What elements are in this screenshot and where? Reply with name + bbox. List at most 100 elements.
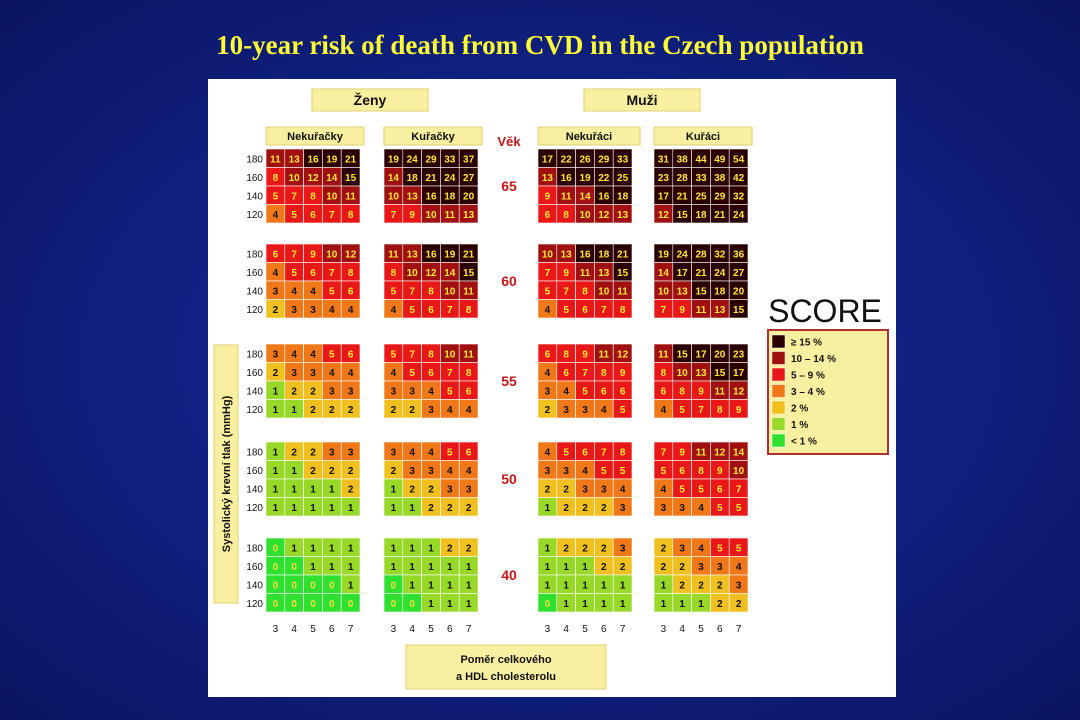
- risk-value: 11: [561, 191, 572, 202]
- legend-title: SCORE: [768, 293, 882, 329]
- risk-value: 15: [733, 305, 745, 316]
- risk-value: 3: [717, 562, 723, 573]
- risk-value: 9: [582, 349, 588, 360]
- risk-value: 16: [425, 191, 437, 202]
- risk-value: 0: [409, 599, 415, 610]
- risk-value: 2: [661, 543, 667, 554]
- risk-value: 1: [409, 580, 415, 591]
- risk-value: 2: [310, 447, 316, 458]
- risk-value: 8: [679, 386, 685, 397]
- risk-value: 12: [345, 249, 357, 260]
- risk-value: 23: [733, 349, 745, 360]
- legend-swatch: [771, 334, 786, 349]
- legend-label: 5 – 9 %: [791, 371, 825, 382]
- risk-value: 24: [444, 173, 456, 184]
- risk-value: 4: [428, 447, 434, 458]
- risk-value: 8: [348, 268, 354, 279]
- group-header-women-box: [311, 88, 429, 112]
- risk-value: 15: [714, 368, 726, 379]
- risk-value: 17: [695, 349, 707, 360]
- risk-cell: [728, 497, 749, 517]
- risk-cell: [458, 497, 479, 517]
- risk-value: 1: [428, 543, 434, 554]
- subgroup-header-box: [265, 126, 365, 146]
- group-header-women: Ženy: [354, 91, 387, 108]
- risk-value: 2: [563, 543, 569, 554]
- risk-value: 2: [273, 368, 279, 379]
- risk-value: 1: [447, 562, 453, 573]
- risk-value: 7: [329, 210, 335, 221]
- risk-value: 7: [329, 268, 335, 279]
- risk-value: 31: [658, 154, 670, 165]
- risk-cell: [340, 299, 361, 319]
- risk-value: 13: [695, 368, 707, 379]
- age-label: 60: [501, 273, 517, 289]
- risk-value: 0: [310, 580, 316, 591]
- subgroup-header-men-smokers: Kuřáci: [686, 131, 720, 143]
- sbp-label: 160: [246, 173, 263, 184]
- risk-value: 1: [329, 503, 335, 514]
- risk-value: 1: [273, 386, 279, 397]
- risk-value: 1: [329, 484, 335, 495]
- risk-value: 2: [466, 503, 472, 514]
- risk-value: 18: [598, 249, 610, 260]
- risk-value: 27: [463, 173, 475, 184]
- risk-value: 5: [620, 405, 626, 416]
- risk-value: 4: [447, 466, 453, 477]
- sbp-label: 140: [246, 286, 263, 297]
- risk-value: 3: [736, 580, 742, 591]
- risk-cell: [612, 593, 633, 613]
- risk-value: 5: [391, 349, 397, 360]
- risk-value: 1: [291, 543, 297, 554]
- risk-value: 3: [291, 368, 297, 379]
- risk-value: 49: [714, 154, 726, 165]
- risk-value: 3: [563, 405, 569, 416]
- risk-value: 15: [677, 349, 689, 360]
- subgroup-header-box: [383, 126, 483, 146]
- risk-value: 21: [714, 210, 726, 221]
- risk-value: 1: [329, 543, 335, 554]
- risk-value: 2: [563, 484, 569, 495]
- risk-value: 26: [579, 154, 591, 165]
- risk-value: 1: [601, 580, 607, 591]
- legend-label: 1 %: [791, 420, 808, 431]
- score-chart: Ženy Muži Nekuřačky Kuřačky Nekuřáci Kuř…: [208, 79, 896, 697]
- risk-value: 44: [695, 154, 707, 165]
- risk-value: 5: [582, 386, 588, 397]
- risk-cell: [458, 299, 479, 319]
- risk-value: 11: [345, 191, 356, 202]
- sbp-label: 120: [246, 599, 263, 610]
- risk-value: 3: [582, 405, 588, 416]
- risk-value: 18: [714, 286, 726, 297]
- x-axis-label-line1: Poměr celkového: [460, 654, 551, 666]
- risk-value: 20: [733, 286, 745, 297]
- risk-value: 11: [617, 286, 628, 297]
- slide-title: 10-year risk of death from CVD in the Cz…: [216, 30, 864, 60]
- risk-value: 21: [345, 154, 357, 165]
- risk-value: 8: [348, 210, 354, 221]
- risk-value: 3: [601, 484, 607, 495]
- risk-value: 3: [310, 305, 316, 316]
- risk-value: 18: [617, 191, 629, 202]
- risk-value: 10: [425, 210, 437, 221]
- risk-value: 0: [329, 599, 335, 610]
- risk-value: 3: [620, 543, 626, 554]
- risk-value: 3: [698, 562, 704, 573]
- risk-value: 2: [391, 405, 397, 416]
- risk-cell: [728, 299, 749, 319]
- risk-value: 5: [698, 484, 704, 495]
- risk-value: 5: [545, 286, 551, 297]
- risk-value: 13: [677, 286, 689, 297]
- risk-value: 1: [273, 484, 279, 495]
- risk-value: 17: [677, 268, 689, 279]
- risk-value: 3: [391, 386, 397, 397]
- risk-value: 14: [388, 173, 400, 184]
- risk-value: 1: [447, 599, 453, 610]
- risk-value: 4: [661, 484, 667, 495]
- sbp-label: 180: [246, 447, 263, 458]
- risk-value: 19: [326, 154, 338, 165]
- risk-value: 23: [658, 173, 670, 184]
- risk-value: 0: [291, 562, 297, 573]
- risk-value: 2: [679, 562, 685, 573]
- risk-value: 12: [714, 447, 726, 458]
